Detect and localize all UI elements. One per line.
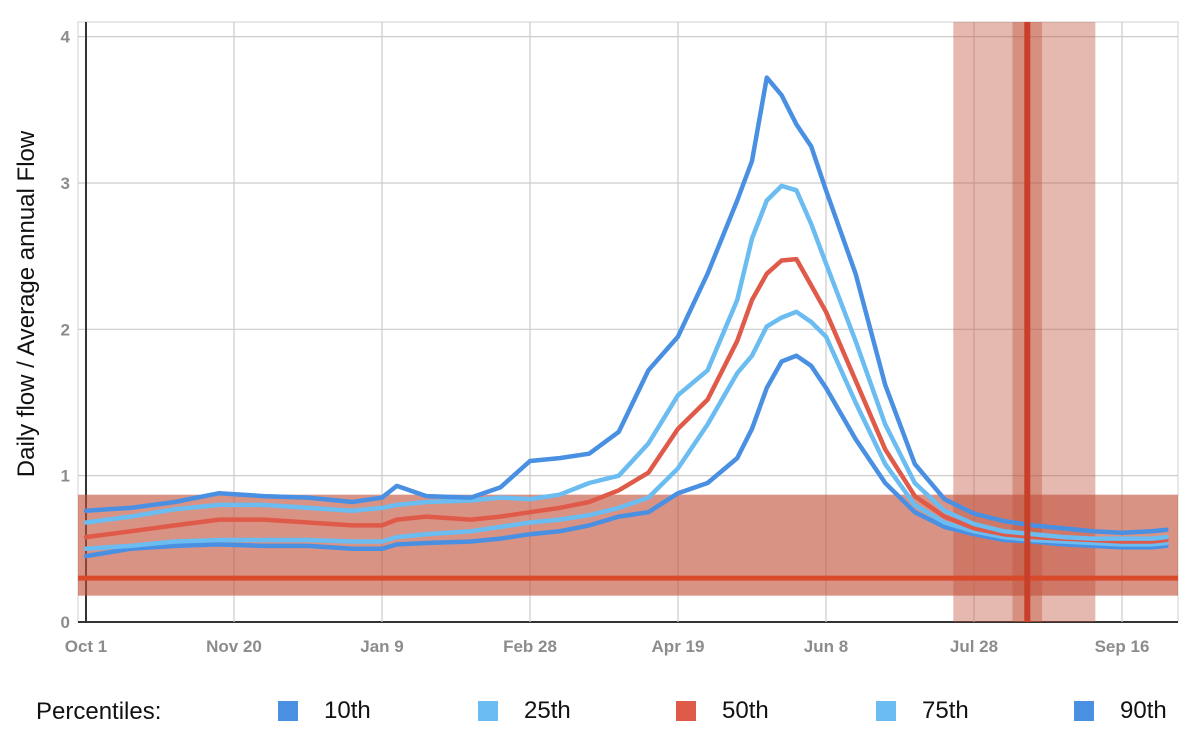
x-tick-label: Nov 20	[206, 637, 262, 656]
legend-item-75th: 75th	[876, 696, 969, 726]
x-tick-label: Jun 8	[804, 637, 848, 656]
legend-label: 25th	[524, 697, 571, 724]
x-tick-label: Jul 28	[950, 637, 998, 656]
legend-label: 75th	[922, 697, 969, 724]
x-tick-label: Jan 9	[360, 637, 403, 656]
y-tick-label: 2	[61, 320, 70, 339]
threshold-lines	[78, 22, 1178, 622]
x-tick-label: Oct 1	[65, 637, 108, 656]
legend: Percentiles: 10th 25th 50th 75th 90th	[0, 692, 1198, 732]
legend-item-25th: 25th	[478, 696, 571, 726]
legend-title: Percentiles:	[36, 698, 162, 725]
series-line-25th	[83, 309, 1169, 552]
series-line-90th	[83, 75, 1169, 535]
chart: 0 1 2 3 4 Oct 1 Nov 20 Jan 9 Feb 28 Apr 19 Jun 8 J…	[13, 21, 1179, 656]
series-line-75th	[83, 183, 1169, 541]
legend-swatch	[278, 701, 298, 721]
y-tick-label: 3	[61, 174, 70, 193]
y-tick-label: 4	[61, 28, 71, 47]
x-tick-label: Feb 28	[503, 637, 557, 656]
x-tick-label: Sep 16	[1095, 637, 1150, 656]
x-axis-ticks: Oct 1 Nov 20 Jan 9 Feb 28 Apr 19 Jun 8 Jul 28 S…	[65, 637, 1150, 656]
legend-item-90th: 90th	[1074, 696, 1167, 726]
legend-label: 90th	[1120, 697, 1167, 724]
y-axis-title: Daily flow / Average annual Flow	[13, 130, 40, 477]
x-tick-label: Apr 19	[652, 637, 705, 656]
legend-swatch	[676, 701, 696, 721]
legend-label: 10th	[324, 697, 371, 724]
series-line-50th	[83, 256, 1169, 544]
legend-item-10th: 10th	[278, 696, 371, 726]
y-axis-ticks: 0 1 2 3 4	[61, 28, 71, 632]
legend-label: 50th	[722, 697, 769, 724]
legend-swatch	[876, 701, 896, 721]
legend-item-50th: 50th	[676, 696, 769, 726]
series-line-10th	[83, 353, 1169, 559]
series-lines	[83, 75, 1169, 559]
legend-swatch	[478, 701, 498, 721]
y-tick-label: 1	[61, 467, 70, 486]
legend-swatch	[1074, 701, 1094, 721]
y-tick-label: 0	[61, 613, 70, 632]
